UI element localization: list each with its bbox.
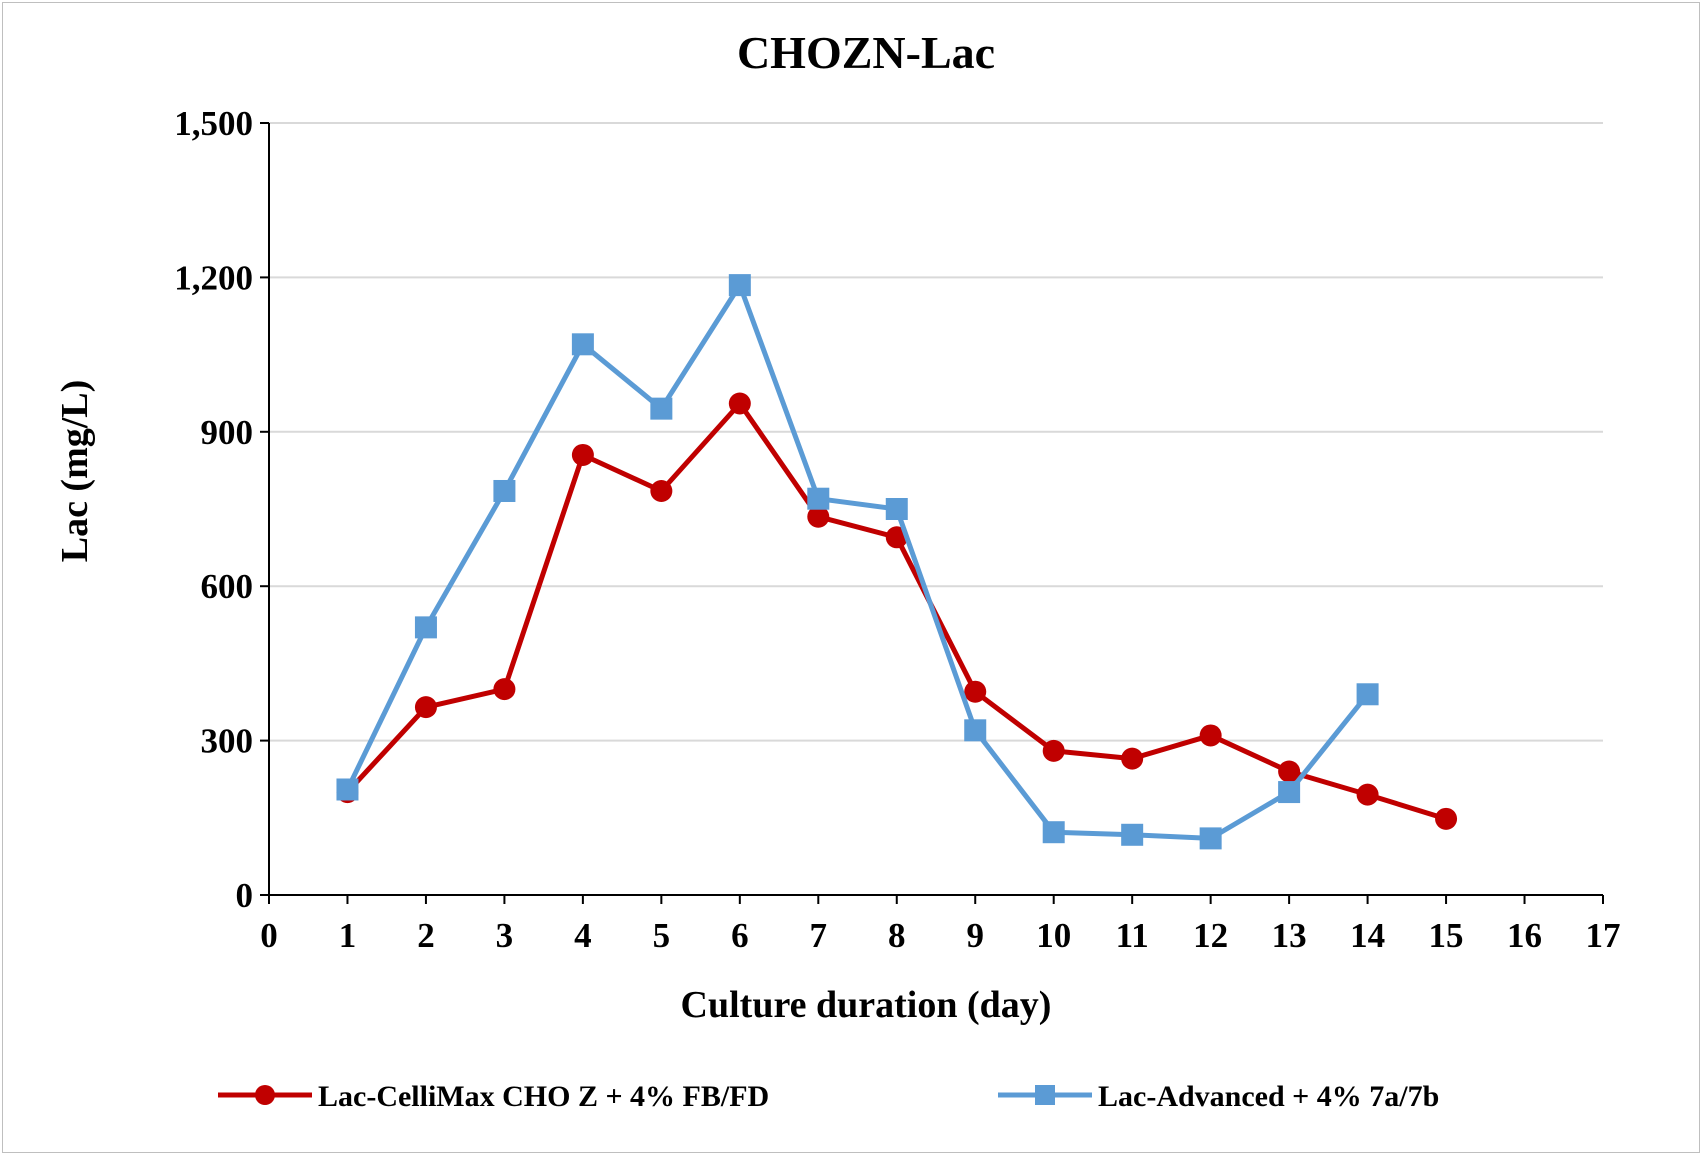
- y-tick-label: 1,200: [174, 258, 253, 297]
- data-point: [964, 680, 987, 703]
- data-point: [807, 487, 830, 510]
- series-1: [336, 392, 1458, 830]
- x-tick-label: 2: [417, 916, 435, 955]
- gridlines: [269, 122, 1603, 742]
- x-tick-label: 5: [653, 916, 671, 955]
- data-point: [1121, 747, 1144, 770]
- data-point: [964, 719, 987, 742]
- data-point: [728, 274, 751, 297]
- data-point: [1278, 760, 1301, 783]
- data-point: [571, 333, 594, 356]
- x-tick-label: 0: [260, 916, 278, 955]
- x-axis-title: Culture duration (day): [681, 984, 1052, 1026]
- x-tick-label: 10: [1036, 916, 1071, 955]
- data-point: [885, 498, 908, 520]
- x-tick-label: 1: [339, 916, 357, 955]
- data-point: [1356, 783, 1379, 806]
- legend-item-2: Lac-Advanced + 4% 7a/7b: [998, 1080, 1439, 1113]
- x-tick-label: 12: [1193, 916, 1228, 955]
- x-tick-label: 13: [1272, 916, 1307, 955]
- data-point: [1042, 821, 1065, 844]
- data-point: [807, 505, 830, 528]
- data-point: [336, 778, 359, 801]
- data-point: [1199, 827, 1222, 850]
- data-point: [1121, 823, 1144, 846]
- data-point: [493, 479, 516, 502]
- series-line: [345, 400, 1447, 822]
- legend-marker: [255, 1085, 275, 1105]
- x-tick-label: 6: [731, 916, 749, 955]
- data-point: [414, 696, 437, 719]
- x-tick-label: 7: [810, 916, 828, 955]
- y-axis-title: Lac (mg/L): [54, 380, 96, 563]
- x-tick-label: 9: [966, 916, 984, 955]
- x-tick-label: 3: [496, 916, 514, 955]
- y-tick-label: 0: [236, 876, 254, 915]
- x-tick-label: 11: [1116, 916, 1149, 955]
- y-tick-labels: 0 300 600 900 1,200 1,500: [174, 104, 253, 915]
- series-2: [336, 274, 1379, 850]
- data-point: [1356, 683, 1379, 706]
- data-point: [1199, 724, 1222, 747]
- chart-title: CHOZN-Lac: [737, 27, 995, 78]
- legend-item-1: Lac-CelliMax CHO Z + 4% FB/FD: [218, 1080, 769, 1113]
- series-layer: [336, 274, 1458, 850]
- x-tick-label: 8: [888, 916, 906, 955]
- y-tick-label: 600: [201, 567, 254, 606]
- x-tick-label: 15: [1429, 916, 1464, 955]
- legend-label: Lac-CelliMax CHO Z + 4% FB/FD: [318, 1080, 769, 1113]
- axes: [260, 122, 1604, 904]
- legend-label: Lac-Advanced + 4% 7a/7b: [1098, 1080, 1439, 1113]
- series-line: [345, 282, 1370, 841]
- data-point: [1435, 807, 1458, 830]
- legend-marker: [1035, 1085, 1055, 1105]
- x-tick-label: 14: [1350, 916, 1385, 955]
- data-point: [414, 616, 437, 639]
- x-tick-labels: 0 1 2 3 4 5 6 7 8 9 10 11 12 13 14 15 16 17: [260, 916, 1620, 955]
- data-point: [1042, 739, 1065, 762]
- data-point: [650, 397, 673, 420]
- data-point: [650, 479, 673, 502]
- x-tick-label: 16: [1507, 916, 1542, 955]
- y-tick-label: 1,500: [174, 104, 253, 143]
- y-tick-label: 900: [201, 413, 254, 452]
- data-point: [571, 443, 594, 466]
- y-tick-label: 300: [201, 722, 254, 761]
- x-tick-label: 17: [1586, 916, 1621, 955]
- data-point: [1278, 781, 1301, 804]
- legend: Lac-CelliMax CHO Z + 4% FB/FD Lac-Advance…: [218, 1080, 1439, 1113]
- data-point: [728, 392, 751, 415]
- data-point: [493, 678, 516, 701]
- x-tick-label: 4: [574, 916, 592, 955]
